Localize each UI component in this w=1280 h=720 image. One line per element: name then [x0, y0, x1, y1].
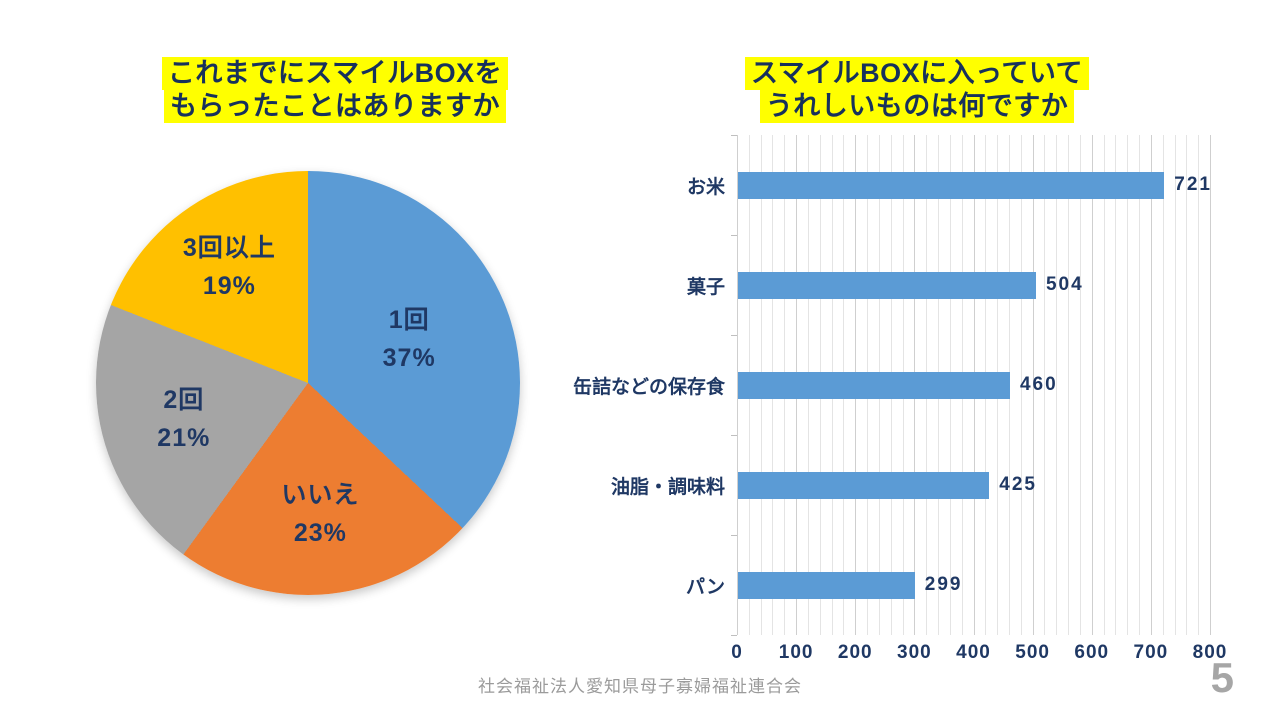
major-gridline [1210, 135, 1211, 635]
minor-gridline [1186, 135, 1188, 635]
x-tick-label: 700 [1133, 642, 1169, 663]
axis-tick-mark [731, 535, 737, 536]
minor-gridline [1162, 135, 1164, 635]
axis-tick-mark [731, 335, 737, 336]
x-tick-label: 0 [731, 642, 743, 663]
bar [738, 171, 1165, 199]
minor-gridline [1020, 135, 1022, 635]
minor-gridline [1115, 135, 1117, 635]
pie-slice-label: いいえ 23% [281, 480, 360, 547]
category-label: 菓子 [686, 276, 725, 298]
x-tick-label: 500 [1015, 642, 1050, 663]
pie-chart-title-line-1: これまでにスマイルBOXを [161, 57, 509, 90]
major-gridline [1091, 135, 1093, 635]
bar-chart-title-line-2: うれしいものは何ですか [759, 90, 1075, 123]
category-label: 缶詰などの保存食 [572, 376, 725, 398]
minor-gridline [1044, 135, 1046, 635]
pie-slice-label: 3回以上 19% [182, 234, 276, 301]
axis-tick-mark [731, 435, 737, 436]
minor-gridline [1127, 135, 1129, 635]
pie-slice-label: 1回 37% [382, 306, 436, 373]
minor-gridline [1056, 135, 1058, 635]
axis-tick-mark [731, 635, 737, 636]
category-label: お米 [686, 176, 725, 198]
major-gridline [1032, 135, 1034, 635]
page-number: 5 [1210, 654, 1234, 701]
minor-gridline [1174, 135, 1176, 635]
bar-category-labels: お米菓子缶詰などの保存食油脂・調味料パン [545, 135, 725, 635]
minor-gridline [1068, 135, 1070, 635]
pie-chart-area: 1回 37% いいえ 23% 2回 21% 3回以上 19% [96, 171, 520, 595]
x-tick-label: 800 [1192, 642, 1228, 663]
major-gridline [737, 135, 738, 635]
bar [738, 471, 990, 499]
x-tick-label: 400 [956, 642, 991, 663]
bar-chart-title: スマイルBOXに入っていて うれしいものは何ですか [697, 57, 1137, 123]
bar-chart-title-line-1: スマイルBOXに入っていて [744, 57, 1090, 90]
bar-value-label: 299 [924, 574, 963, 595]
minor-gridline [1198, 135, 1200, 635]
axis-tick-mark [731, 135, 737, 136]
pie-chart [96, 171, 520, 595]
x-tick-label: 600 [1074, 642, 1110, 663]
major-gridline [1150, 135, 1152, 635]
pie-chart-title-line-2: もらったことはありますか [164, 90, 506, 123]
minor-gridline [1103, 135, 1105, 635]
category-label: パン [686, 576, 725, 598]
footer-text: 社会福祉法人愛知県母子寡婦福祉連合会 [478, 677, 802, 696]
axis-tick-mark [731, 235, 737, 236]
minor-gridline [1079, 135, 1081, 635]
x-tick-label: 100 [778, 642, 814, 663]
minor-gridline [1139, 135, 1141, 635]
x-axis-tick-labels: 0 100 200 300 400 500 600 700 800 [731, 642, 1226, 666]
bar-value-label: 460 [1019, 374, 1058, 395]
bar [738, 371, 1010, 399]
bar-value-label: 425 [999, 474, 1037, 495]
pie-chart-title: これまでにスマイルBOXを もらったことはありますか [115, 57, 555, 123]
pie-slice-label: 2回 21% [157, 386, 211, 453]
x-tick-label: 200 [837, 642, 873, 663]
bar-plot: 721 504 460 425 299 [731, 135, 1212, 636]
category-label: 油脂・調味料 [610, 476, 725, 498]
bar-value-label: 721 [1174, 174, 1212, 195]
bar-value-label: 504 [1045, 274, 1084, 295]
x-tick-label: 300 [897, 642, 932, 663]
bar [738, 571, 915, 599]
bar [738, 271, 1036, 299]
